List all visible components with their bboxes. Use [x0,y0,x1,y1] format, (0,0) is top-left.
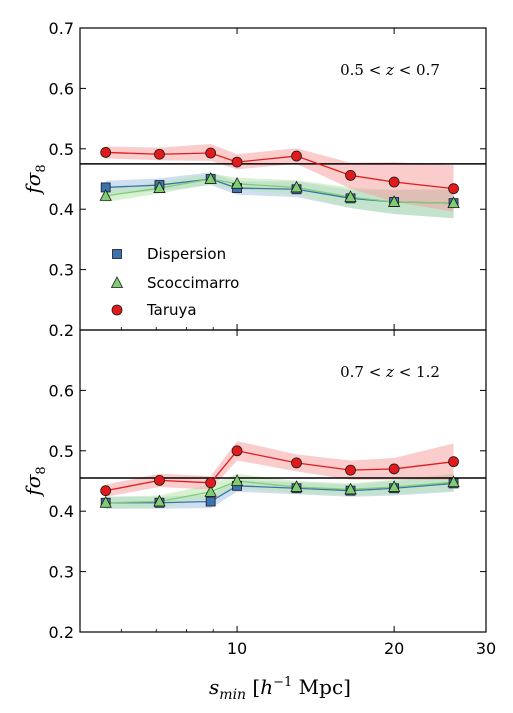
y-tick-label: 0.2 [49,321,74,340]
y-tick-label: 0.4 [49,200,74,219]
x-tick-label: 20 [384,639,404,658]
x-tick-label: 10 [227,639,247,658]
scoccimarro-point [344,190,357,203]
taruya-point [231,445,243,457]
legend-scoccimarro-label: Scoccimarro [147,274,239,292]
y-axis-label: fσ8 [21,466,49,497]
legend-dispersion-marker [112,249,122,259]
scoccimarro-point [290,480,303,492]
y-tick-label: 0.5 [49,140,74,159]
dispersion-point [205,496,216,507]
scoccimarro-point [387,195,401,207]
legend: Dispersion Scoccimarro Taruya [110,245,239,319]
scoccimarro-error-band [105,473,454,509]
taruya-point [345,464,356,476]
x-axis-label: smin [h−1 Mpc] [209,675,351,703]
bottom-panel: 0.2 0.3 0.4 0.5 0.6 fσ8 0.7 < z < 1.2 10 20 30 [21,329,496,658]
scoccimarro-point [204,485,217,497]
scoccimarro-point [99,189,112,201]
scoccimarro-point [447,196,460,209]
taruya-point [291,150,302,162]
dispersion-line [105,482,454,504]
redshift-annotation: 0.5 < z < 0.7 [340,61,440,79]
taruya-point [388,463,400,475]
taruya-line [105,450,454,492]
taruya-point [100,147,112,158]
y-tick-label: 0.7 [49,19,74,38]
scoccimarro-point [290,180,303,193]
taruya-point [205,147,217,159]
taruya-point [154,148,165,160]
scoccimarro-line [105,178,454,204]
scoccimarro-point [99,495,112,508]
y-tick-label: 0.6 [49,381,74,400]
scoccimarro-point [387,480,401,492]
y-tick-label: 0.6 [49,79,74,98]
scoccimarro-error-band [105,173,454,219]
redshift-annotation: 0.7 < z < 1.2 [340,363,440,381]
scoccimarro-point [230,176,244,189]
legend-taruya-label: Taruya [146,301,197,319]
y-tick-label: 0.3 [49,261,74,280]
y-tick-label: 0.4 [49,502,74,521]
x-tick-label: 30 [476,639,496,658]
scoccimarro-point [230,474,244,486]
scoccimarro-line [105,480,454,504]
legend-scoccimarro-marker [110,276,124,288]
taruya-point [205,477,217,489]
legend-taruya-marker [111,304,123,316]
scoccimarro-point [153,181,166,193]
top-panel: 0.2 0.3 0.4 0.5 0.6 0.7 fσ8 0.5 < z < 0.7 [21,19,487,340]
taruya-point [231,156,243,168]
taruya-point [345,169,356,181]
y-tick-label: 0.5 [49,442,74,461]
taruya-point [448,183,459,195]
y-axis-label: fσ8 [21,164,49,195]
taruya-line [105,151,454,190]
taruya-error-band [105,441,454,497]
taruya-point [448,456,459,468]
scoccimarro-point [344,482,357,495]
taruya-point [100,485,112,497]
scoccimarro-point [447,475,460,488]
taruya-point [388,176,400,188]
y-tick-label: 0.2 [49,623,74,642]
scoccimarro-point [204,172,217,184]
taruya-point [291,457,302,469]
plot-frame [79,329,487,633]
y-tick-label: 0.3 [49,563,74,582]
legend-dispersion-label: Dispersion [147,245,226,263]
taruya-point [154,474,165,486]
scoccimarro-point [153,494,166,507]
